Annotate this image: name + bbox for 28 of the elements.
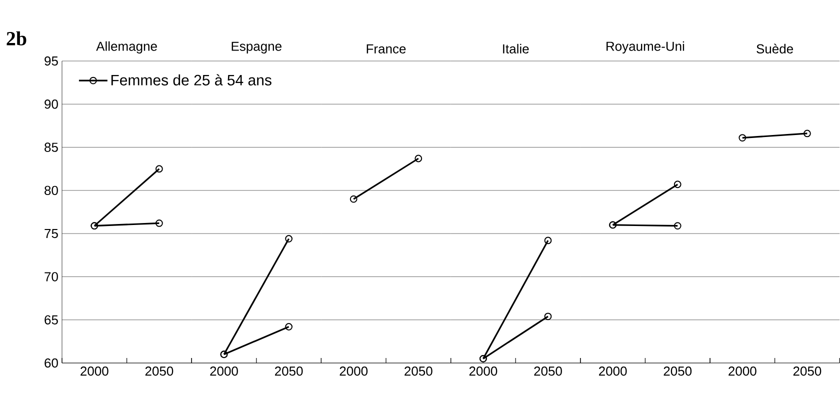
- chart-title: Royaume-Uni: [606, 41, 684, 54]
- x-tick-label: 2000: [210, 366, 238, 376]
- y-tick-label: 85: [44, 142, 58, 152]
- y-tick-label: 80: [44, 186, 58, 196]
- legend-label: Femmes de 25 à 54 ans: [111, 74, 272, 86]
- x-tick-label: 2050: [793, 366, 822, 376]
- y-tick-label: 65: [44, 315, 58, 324]
- x-tick-label: 2000: [728, 366, 756, 376]
- chart-title: Suède: [756, 44, 794, 54]
- chart-title: Italie: [503, 44, 529, 54]
- chart-title: France: [366, 44, 406, 54]
- y-tick-label: 95: [44, 56, 58, 66]
- chart-title: Espagne: [232, 42, 282, 54]
- text: 2b: [6, 31, 26, 46]
- x-tick-label: 2000: [599, 366, 627, 376]
- x-tick-label: 2050: [404, 366, 432, 376]
- x-tick-label: 2050: [534, 366, 562, 376]
- chart-title: Allemagne: [96, 41, 157, 54]
- x-tick-label: 2050: [145, 366, 174, 376]
- x-tick-label: 2000: [469, 366, 498, 376]
- y-tick-label: 70: [44, 272, 58, 282]
- x-tick-label: 2000: [340, 366, 368, 376]
- y-tick-label: 75: [44, 229, 58, 238]
- x-tick-label: 2050: [275, 366, 303, 376]
- x-tick-label: 2050: [664, 366, 692, 376]
- y-tick-label: 60: [44, 358, 58, 368]
- y-tick-label: 90: [44, 100, 58, 109]
- x-tick-label: 2000: [80, 366, 108, 376]
